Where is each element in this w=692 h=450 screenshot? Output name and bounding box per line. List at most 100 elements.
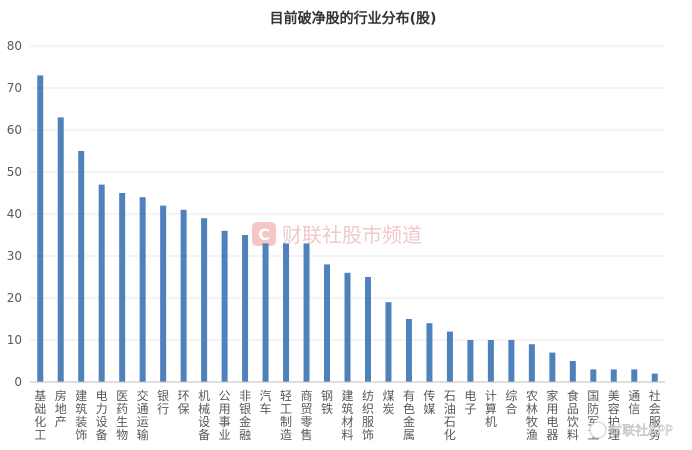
x-tick-label: 化 — [444, 428, 456, 442]
bar — [78, 151, 85, 382]
x-tick-label: 子 — [464, 402, 476, 416]
x-tick-label: 牧 — [526, 415, 538, 429]
bar — [119, 193, 126, 382]
x-tick-label: 用 — [219, 402, 231, 416]
x-tick-label: 银 — [157, 389, 169, 403]
x-tick-label: 林 — [526, 402, 538, 416]
x-tick-label: 色 — [403, 402, 415, 416]
x-tick-label: 油 — [444, 402, 456, 416]
x-axis-labels: 基础化工房地产建筑装饰电力设备医药生物交通运输银行环保机械设备公用事业非银金融汽… — [34, 388, 661, 442]
x-tick-label: 建 — [341, 389, 353, 403]
x-tick-label: 织 — [362, 402, 374, 416]
y-tick-label: 70 — [7, 81, 22, 95]
x-tick-label: 信 — [628, 402, 640, 416]
x-tick-label: 石 — [444, 415, 456, 429]
x-tick-label: 传 — [423, 388, 435, 403]
x-tick-label: 筑 — [75, 401, 87, 416]
bar — [569, 361, 576, 382]
bar — [283, 243, 290, 382]
x-tick-label: 材 — [341, 415, 353, 429]
x-tick-label: 药 — [116, 402, 128, 416]
x-tick-label: 保 — [178, 402, 190, 416]
bar — [631, 369, 638, 382]
x-tick-label: 务 — [649, 427, 661, 442]
x-tick-label: 商 — [301, 388, 313, 403]
x-tick-label: 护 — [608, 415, 620, 429]
y-tick-label: 60 — [7, 123, 22, 137]
x-tick-label: 备 — [198, 428, 210, 442]
x-tick-label: 轻 — [280, 389, 292, 403]
bar — [344, 272, 351, 382]
x-tick-label: 地 — [55, 402, 67, 416]
x-tick-label: 零 — [301, 415, 313, 429]
x-tick-label: 机 — [198, 389, 210, 403]
x-tick-label: 有 — [403, 389, 415, 403]
x-tick-label: 房 — [55, 388, 67, 403]
watermark-logo-icon — [252, 222, 276, 246]
y-tick-label: 0 — [14, 375, 22, 389]
x-tick-label: 容 — [608, 401, 620, 416]
y-tick-label: 20 — [7, 291, 22, 305]
bar — [160, 205, 167, 382]
x-tick-label: 饰 — [75, 428, 87, 442]
x-tick-label: 饰 — [362, 428, 374, 442]
bar — [221, 230, 228, 382]
y-tick-label: 50 — [7, 165, 22, 179]
bar — [610, 369, 617, 382]
gridlines — [30, 45, 665, 341]
x-tick-label: 力 — [96, 402, 108, 416]
bar — [590, 369, 597, 382]
bar — [201, 218, 208, 382]
x-tick-label: 综 — [505, 389, 517, 403]
x-tick-label: 物 — [116, 428, 128, 442]
x-tick-label: 备 — [96, 428, 108, 442]
chart-title: 目前破净股的行业分布(股) — [270, 10, 437, 27]
x-tick-label: 产 — [55, 415, 67, 429]
bar — [528, 344, 535, 382]
bar — [180, 209, 187, 382]
x-tick-label: 医 — [116, 389, 128, 403]
y-axis-ticks: 0 10 20 30 40 50 60 70 80 — [7, 39, 22, 389]
bar — [57, 117, 64, 383]
x-tick-label: 食 — [567, 388, 579, 403]
x-tick-label: 工 — [34, 428, 46, 442]
x-tick-label: 电 — [546, 415, 558, 429]
x-tick-label: 煤 — [382, 389, 394, 403]
x-tick-label: 业 — [219, 428, 231, 442]
x-tick-label: 融 — [239, 428, 251, 442]
x-tick-label: 器 — [546, 428, 558, 442]
x-tick-label: 纺 — [362, 389, 374, 403]
x-tick-label: 服 — [362, 415, 374, 429]
x-tick-label: 装 — [75, 415, 87, 429]
x-tick-label: 行 — [157, 402, 169, 416]
bar — [242, 235, 249, 382]
x-tick-label: 交 — [137, 388, 149, 403]
bar — [37, 75, 44, 383]
watermark-text: 财联社股市频道 — [282, 223, 422, 247]
brand-text: 财联社APP — [609, 423, 673, 439]
x-tick-label: 化 — [34, 415, 46, 429]
y-tick-label: 40 — [7, 207, 22, 221]
x-tick-label: 用 — [546, 402, 558, 416]
x-tick-label: 炭 — [382, 402, 394, 416]
x-tick-label: 输 — [137, 427, 149, 442]
x-tick-label: 售 — [301, 427, 313, 442]
x-tick-label: 贸 — [301, 402, 313, 416]
bar — [364, 277, 371, 382]
x-tick-label: 生 — [116, 415, 128, 429]
bar — [98, 184, 105, 382]
x-tick-label: 农 — [526, 389, 538, 403]
x-tick-label: 媒 — [423, 402, 435, 416]
bar — [487, 340, 494, 382]
x-tick-label: 合 — [505, 401, 517, 416]
x-tick-label: 制 — [280, 415, 292, 429]
bar — [508, 340, 515, 382]
bars — [37, 75, 658, 383]
bar — [549, 352, 556, 382]
x-tick-label: 环 — [178, 389, 190, 403]
x-tick-label: 理 — [608, 428, 620, 442]
x-tick-label: 金 — [239, 414, 251, 429]
x-tick-label: 属 — [403, 428, 415, 442]
brand-watermark: 财联社APP — [589, 421, 673, 439]
bar — [467, 340, 474, 382]
